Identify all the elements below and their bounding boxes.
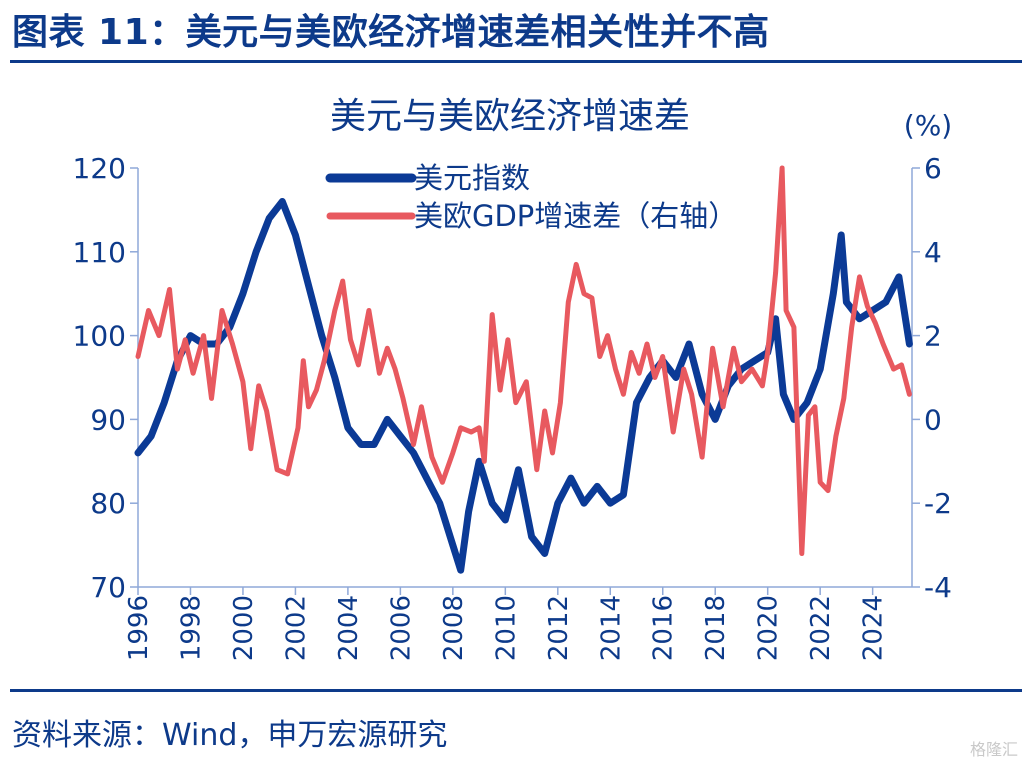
x-tick-label: 2002 (281, 595, 311, 661)
x-tick-label: 2012 (544, 595, 574, 661)
usd-index-series (134, 198, 913, 574)
figure-title: 图表 11：美元与美欧经济增速差相关性并不高 (12, 12, 770, 53)
right-tick-label: 6 (924, 152, 942, 185)
legend-label-gdp: 美欧GDP增速差（右轴） (414, 199, 737, 233)
right-tick-label: 4 (924, 236, 942, 269)
legend-label-usd: 美元指数 (414, 161, 530, 195)
left-tick-label: 100 (73, 320, 126, 353)
x-tick-label: 2004 (334, 595, 364, 661)
right-tick-label: -2 (924, 487, 952, 520)
gdp-diff-line (135, 165, 912, 556)
footer-rule (10, 689, 1022, 692)
x-tick-label: 2018 (701, 595, 731, 661)
right-tick-label: 2 (924, 320, 942, 353)
chart-axes: 70 80 90 100 110 120 -4 -2 0 2 4 6 1996 1998 2000 2002 2… (73, 152, 952, 661)
right-tick-label: 0 (924, 403, 942, 436)
x-tick-label: 2024 (859, 595, 889, 661)
chart-legend: 美元指数 美欧GDP增速差（右轴） (325, 161, 737, 233)
x-tick-label: 2000 (229, 595, 259, 661)
gdp-diff-series (135, 165, 912, 556)
x-tick-label: 1996 (124, 595, 154, 661)
left-tick-label: 80 (90, 487, 126, 520)
x-tick-label: 2010 (491, 595, 521, 661)
left-tick-label: 120 (73, 152, 126, 185)
watermark: 格隆汇 (969, 740, 1018, 759)
usd-index-line (134, 198, 913, 574)
x-tick-label: 2006 (386, 595, 416, 661)
left-tick-label: 110 (73, 236, 126, 269)
x-tick-label: 2022 (806, 595, 836, 661)
x-tick-label: 2016 (649, 595, 679, 661)
left-tick-label: 90 (90, 403, 126, 436)
right-tick-label: -4 (924, 571, 952, 604)
right-axis-unit-label: (%) (904, 109, 952, 142)
left-tick-label: 70 (90, 571, 126, 604)
source-note: 资料来源：Wind，申万宏源研究 (12, 718, 448, 753)
chart-title: 美元与美欧经济增速差 (330, 96, 690, 137)
title-rule (10, 60, 1022, 63)
x-tick-label: 1998 (176, 595, 206, 661)
x-tick-label: 2014 (596, 595, 626, 661)
x-tick-label: 2020 (754, 595, 784, 661)
x-tick-label: 2008 (439, 595, 469, 661)
